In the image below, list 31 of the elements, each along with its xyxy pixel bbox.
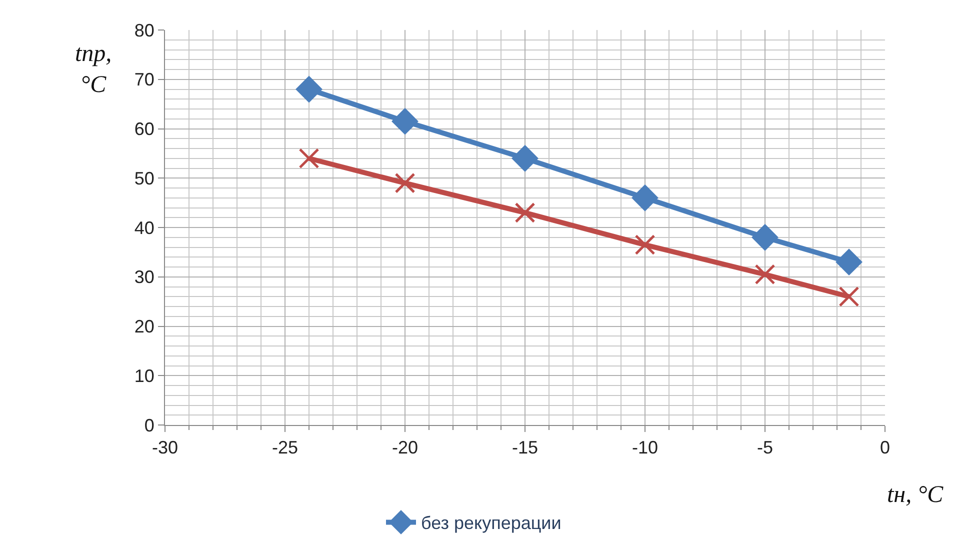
point [298,148,320,169]
y-tick-label: 70 [134,70,154,90]
x-tick-label: -20 [392,438,418,458]
y-tick-label: 80 [134,20,154,40]
point [512,145,538,172]
y-tick-label: 60 [134,119,154,140]
y-tick-label: 0 [144,415,154,436]
point [632,184,658,211]
x-tick-label: -15 [512,438,538,458]
x-tick-label: -30 [152,438,178,458]
x-tick-label: -10 [632,438,658,458]
y-axis-title: tпр, °C [75,41,112,98]
point [754,264,776,285]
y-tick-label: 20 [134,316,154,337]
y-tick-label: 10 [134,366,154,386]
x-tick-label: -25 [272,438,298,458]
legend-label: без рекуперации [421,513,562,534]
point [634,234,656,256]
point [296,76,322,102]
x-tick-label: -5 [756,438,774,458]
point [752,224,778,250]
point [838,286,860,307]
x-tick-label: 0 [880,438,890,458]
point [394,172,416,194]
y-tick-label: 50 [134,168,154,188]
point [514,202,536,223]
point [392,108,418,134]
x-axis-title: tн, °C [887,482,944,508]
y-tick-label: 30 [134,267,154,288]
point [836,249,862,276]
y-tick-label: 40 [134,218,154,238]
